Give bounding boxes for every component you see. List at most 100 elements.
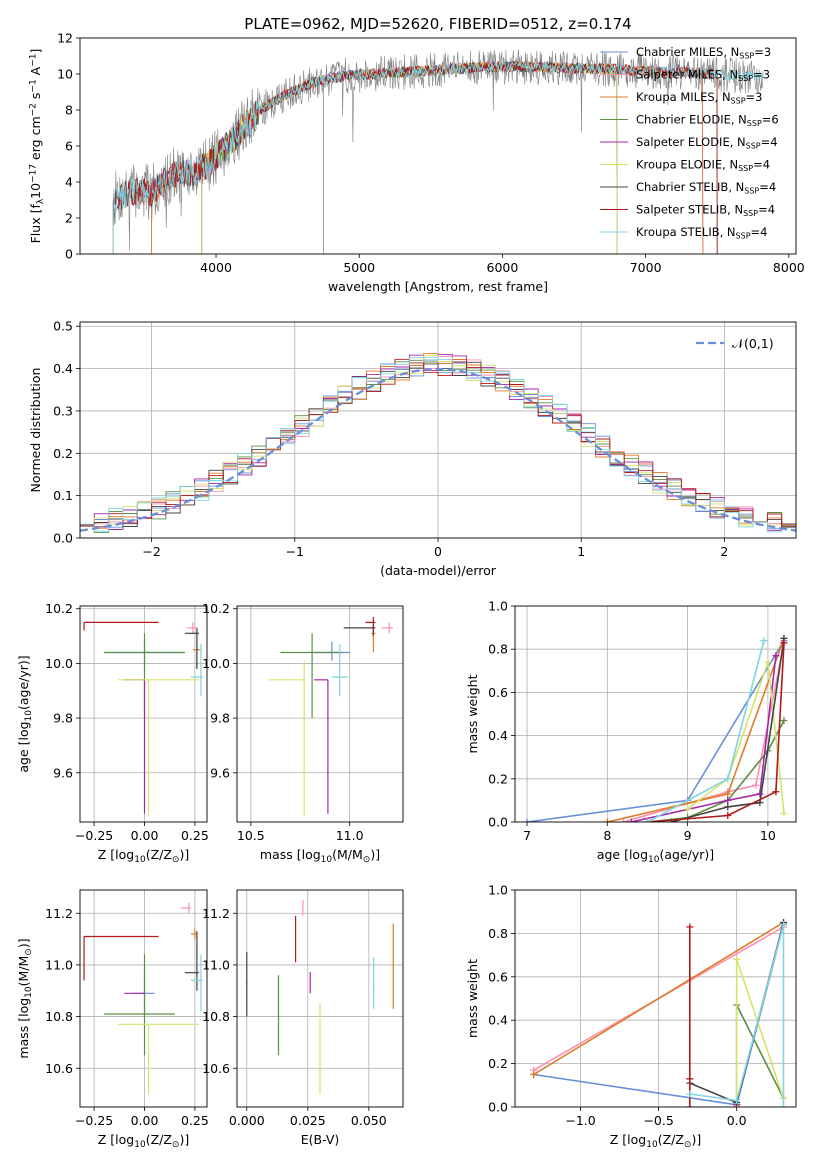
x-tick-label: 0.050 [351, 1113, 387, 1128]
legend-entry: 𝒩(0,1) [732, 336, 774, 351]
y-axis-label: mass [log10(M/M⊙)] [16, 938, 34, 1058]
weight-series [686, 921, 788, 1107]
x-tick-label: 4000 [200, 260, 232, 275]
y-tick-label: 0.4 [53, 361, 73, 376]
weight-series [643, 637, 768, 822]
weight-line [687, 661, 785, 814]
panel-spectrum: 4000 5000 6000 7000 8000 0 2 4 6 8 10 12 wavelength … [28, 31, 805, 295]
y-tick-label: 0.8 [488, 642, 508, 657]
plot-area [112, 49, 764, 254]
y-tick-label: 12 [57, 31, 73, 46]
weight-marker [523, 818, 531, 822]
y-tick-label: 0.2 [53, 446, 73, 461]
x-tick-label: 6000 [487, 260, 519, 275]
data-point [190, 644, 203, 697]
y-tick-label: 0.4 [488, 1013, 508, 1028]
panel-massweight-vs-age: 7 8 9 10 0.0 0.2 0.4 0.6 0.8 1.0 age [log10(age/yr… [465, 599, 797, 865]
y-tick-label: 1.0 [488, 599, 508, 614]
weight-marker [780, 921, 788, 929]
y-tick-label: 10.8 [45, 1009, 73, 1024]
weight-marker [733, 955, 741, 963]
weight-line [647, 642, 785, 822]
legend-entry: Salpeter STELIB, NSSP=4 [636, 203, 775, 219]
x-tick-label: 0.00 [131, 828, 159, 843]
panel-age-vs-mass: 10.5 11.0 9.6 9.8 10.0 10.2 mass [log10(M/M⊙)] [202, 601, 404, 865]
y-tick-label: 10.6 [202, 1061, 230, 1076]
weight-line [631, 655, 777, 822]
weight-marker [764, 658, 772, 666]
x-axis-label: age [log10(age/yr)] [597, 847, 714, 865]
x-tick-label: −0.25 [75, 1113, 113, 1128]
y-tick-label: 0.5 [53, 319, 73, 334]
x-tick-label: 1 [577, 544, 585, 559]
weight-marker [733, 1096, 741, 1104]
panel-age-vs-Z: −0.25 0.00 0.25 9.6 9.8 10.0 10.2 Z [log10(Z/Z⊙… [16, 601, 209, 865]
weight-series [686, 923, 694, 1107]
x-tick-label: −1.0 [565, 1113, 595, 1128]
weight-marker [686, 1090, 694, 1098]
data-point [184, 627, 199, 669]
y-tick-label: 10.2 [45, 601, 73, 616]
y-tick-label: 2 [65, 211, 73, 226]
y-tick-label: 10.2 [202, 601, 230, 616]
weight-marker [603, 818, 611, 822]
data-point [118, 679, 199, 817]
data-point [104, 954, 175, 1056]
y-axis-label: age [log10(age/yr)] [16, 655, 34, 772]
y-axis-label: Flux [fλ10−17 erg cm−2 s−1 A−1] [28, 49, 46, 244]
legend-entry: Kroupa ELODIE, NSSP=4 [636, 158, 770, 174]
axes-frame [514, 605, 797, 823]
x-axis-label: (data-model)/error [380, 563, 497, 578]
weight-marker [772, 652, 780, 660]
legend-entry: Chabrier STELIB, NSSP=4 [636, 180, 776, 196]
y-tick-label: 0.1 [53, 488, 73, 503]
y-tick-label: 10.6 [45, 1061, 73, 1076]
y-tick-label: 0.0 [488, 815, 508, 830]
y-tick-label: 11.2 [202, 906, 230, 921]
weight-marker [756, 790, 764, 798]
x-tick-label: 10.5 [237, 828, 265, 843]
legend-entry: Kroupa MILES, NSSP=3 [636, 90, 762, 106]
weight-marker [724, 812, 732, 820]
legend-entry: Kroupa STELIB, NSSP=4 [636, 225, 767, 241]
data-point [314, 679, 329, 814]
legend-entry: Salpeter MILES, NSSP=3 [636, 68, 770, 84]
weight-marker [780, 639, 788, 647]
x-axis-label: wavelength [Angstrom, rest frame] [328, 279, 548, 294]
weight-marker [724, 796, 732, 804]
model-spectrum-line [112, 60, 763, 254]
x-tick-label: 7000 [630, 260, 662, 275]
weight-marker [780, 716, 788, 724]
gaussian-reference-curve [80, 367, 796, 532]
y-tick-label: 11.0 [45, 957, 73, 972]
y-tick-label: 9.6 [53, 765, 73, 780]
weight-line [689, 924, 785, 1107]
x-tick-label: 2 [720, 544, 728, 559]
y-tick-label: 0.6 [488, 685, 508, 700]
y-tick-label: 0.6 [488, 969, 508, 984]
y-tick-label: 0.0 [53, 531, 73, 546]
plot-area [80, 322, 796, 538]
weight-marker [530, 1070, 538, 1078]
y-tick-label: 0.4 [488, 728, 508, 743]
x-tick-label: 0.00 [131, 1113, 159, 1128]
y-tick-label: 10.0 [45, 656, 73, 671]
data-point [83, 621, 159, 631]
axes-frame [514, 889, 797, 1108]
x-axis-label: Z [log10(Z/Z⊙)] [610, 1132, 701, 1150]
y-tick-label: 4 [65, 175, 73, 190]
weight-marker [760, 637, 768, 645]
weight-marker [684, 805, 692, 813]
weight-marker [686, 1075, 694, 1083]
plot-area [515, 890, 796, 1107]
y-tick-label: 10.8 [202, 1009, 230, 1024]
x-tick-label: 0.000 [229, 1113, 265, 1128]
x-tick-label: 0 [434, 544, 442, 559]
plot-area [237, 890, 403, 1107]
data-point [118, 1023, 199, 1095]
y-tick-label: 9.6 [210, 765, 230, 780]
data-point [190, 928, 197, 940]
y-tick-label: 10.0 [202, 656, 230, 671]
x-tick-label: −2 [142, 544, 160, 559]
